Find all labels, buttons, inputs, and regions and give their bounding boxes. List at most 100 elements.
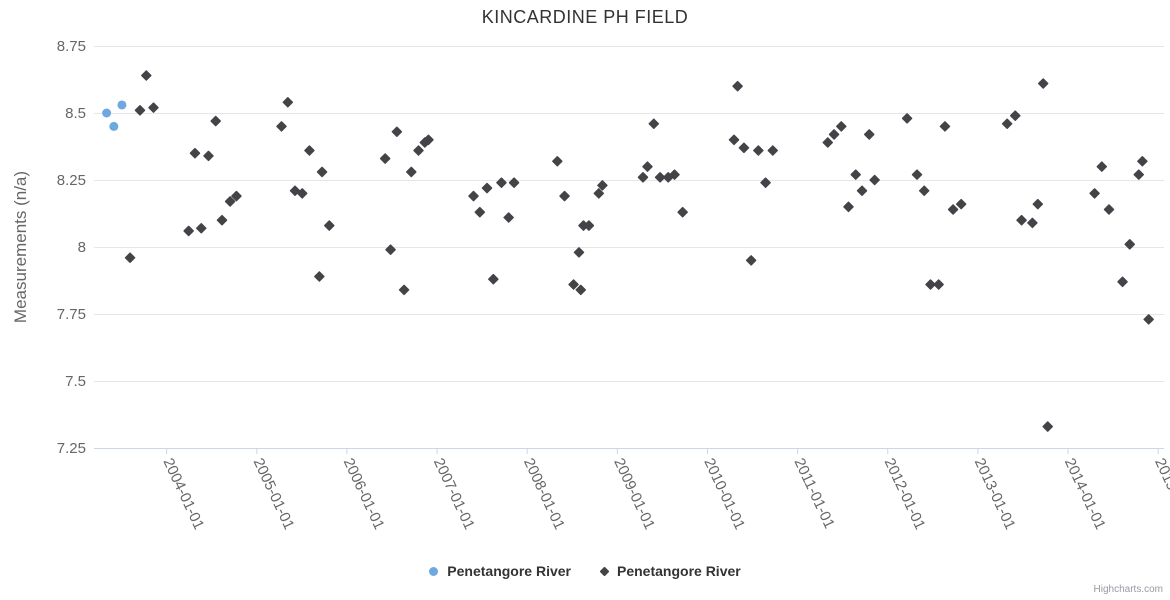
data-point[interactable] xyxy=(760,177,771,188)
data-point[interactable] xyxy=(1089,188,1100,199)
highcharts-credits-link[interactable]: Highcharts.com xyxy=(1093,584,1163,595)
data-point[interactable] xyxy=(1137,155,1148,167)
data-point[interactable] xyxy=(732,80,743,92)
data-point[interactable] xyxy=(822,137,834,148)
data-point[interactable] xyxy=(648,118,660,129)
data-point[interactable] xyxy=(836,121,847,132)
data-point[interactable] xyxy=(1037,78,1049,89)
data-point[interactable] xyxy=(642,161,653,172)
diamond-marker-icon xyxy=(599,566,610,576)
data-point[interactable] xyxy=(109,121,119,131)
data-point[interactable] xyxy=(314,271,325,282)
data-point[interactable] xyxy=(413,145,424,156)
data-point[interactable] xyxy=(939,121,951,132)
data-point[interactable] xyxy=(1016,214,1027,226)
data-point[interactable] xyxy=(468,190,479,202)
data-point[interactable] xyxy=(856,185,868,196)
data-point[interactable] xyxy=(398,284,410,296)
data-point[interactable] xyxy=(911,169,923,180)
data-point[interactable] xyxy=(148,102,159,113)
data-point[interactable] xyxy=(947,204,959,215)
data-point[interactable] xyxy=(767,145,779,156)
data-point[interactable] xyxy=(828,129,840,140)
data-point[interactable] xyxy=(1010,110,1021,121)
data-point[interactable] xyxy=(124,252,136,263)
data-point[interactable] xyxy=(316,166,328,178)
x-axis xyxy=(94,448,1164,454)
data-point[interactable] xyxy=(406,166,417,178)
data-point[interactable] xyxy=(210,115,221,127)
data-point[interactable] xyxy=(224,196,236,207)
y-axis-tick-label: 8 xyxy=(78,239,86,256)
data-point[interactable] xyxy=(552,155,563,167)
data-point[interactable] xyxy=(1103,204,1115,215)
data-point[interactable] xyxy=(324,220,335,231)
data-point[interactable] xyxy=(496,177,507,188)
data-point[interactable] xyxy=(189,147,201,159)
data-point[interactable] xyxy=(102,108,112,118)
data-point[interactable] xyxy=(728,134,740,146)
data-point[interactable] xyxy=(508,177,520,188)
data-point[interactable] xyxy=(583,220,595,231)
data-point[interactable] xyxy=(481,182,493,194)
data-point[interactable] xyxy=(183,225,194,237)
data-point[interactable] xyxy=(503,212,514,223)
data-point[interactable] xyxy=(568,279,579,290)
data-point[interactable] xyxy=(379,153,391,164)
data-point[interactable] xyxy=(901,113,913,124)
data-point[interactable] xyxy=(1133,169,1145,180)
data-point[interactable] xyxy=(677,206,688,218)
data-point[interactable] xyxy=(654,172,666,183)
data-point[interactable] xyxy=(745,255,757,266)
data-point[interactable] xyxy=(593,188,605,199)
data-point[interactable] xyxy=(637,172,649,183)
data-point[interactable] xyxy=(575,284,587,296)
data-point[interactable] xyxy=(474,206,486,218)
data-point[interactable] xyxy=(1143,314,1154,325)
data-point[interactable] xyxy=(1027,217,1038,229)
data-point[interactable] xyxy=(1032,198,1044,210)
data-point[interactable] xyxy=(925,279,936,290)
data-point[interactable] xyxy=(391,126,403,138)
data-point[interactable] xyxy=(573,247,585,258)
data-point[interactable] xyxy=(869,174,880,186)
data-point[interactable] xyxy=(1042,421,1053,432)
data-point[interactable] xyxy=(296,188,308,199)
data-point[interactable] xyxy=(276,121,287,132)
data-point[interactable] xyxy=(843,201,854,213)
data-point[interactable] xyxy=(216,214,228,226)
data-point[interactable] xyxy=(753,145,764,156)
data-point[interactable] xyxy=(231,190,242,202)
legend-item-penetangore-river-1[interactable]: Penetangore River xyxy=(429,563,571,579)
x-axis-tick-label: 2015-01-01 xyxy=(1151,456,1170,533)
data-point[interactable] xyxy=(918,185,930,196)
data-point[interactable] xyxy=(117,100,127,110)
circle-marker-icon xyxy=(429,566,439,576)
data-point[interactable] xyxy=(304,145,315,156)
data-point[interactable] xyxy=(850,169,861,180)
data-point[interactable] xyxy=(669,169,680,180)
data-point[interactable] xyxy=(203,150,214,162)
data-point[interactable] xyxy=(196,222,207,234)
data-point[interactable] xyxy=(1124,239,1135,250)
data-point[interactable] xyxy=(385,244,396,255)
data-point[interactable] xyxy=(488,273,499,285)
data-point[interactable] xyxy=(863,129,875,140)
legend-item-penetangore-river-2[interactable]: Penetangore River xyxy=(599,563,741,579)
data-point[interactable] xyxy=(282,97,294,108)
data-point[interactable] xyxy=(955,198,967,210)
x-axis-tick-label: 2009-01-01 xyxy=(610,456,658,533)
data-point[interactable] xyxy=(1117,276,1128,288)
legend-label: Penetangore River xyxy=(617,563,741,579)
data-point[interactable] xyxy=(1001,118,1013,129)
x-axis-tick-label: 2011-01-01 xyxy=(790,456,837,532)
data-point[interactable] xyxy=(559,190,570,202)
data-point[interactable] xyxy=(423,134,434,146)
data-point[interactable] xyxy=(134,105,146,116)
data-point[interactable] xyxy=(1096,161,1108,172)
data-point[interactable] xyxy=(933,279,944,290)
data-point[interactable] xyxy=(141,70,152,81)
data-point[interactable] xyxy=(597,180,608,191)
x-axis-tick-label: 2010-01-01 xyxy=(700,456,748,533)
data-point[interactable] xyxy=(738,142,750,154)
